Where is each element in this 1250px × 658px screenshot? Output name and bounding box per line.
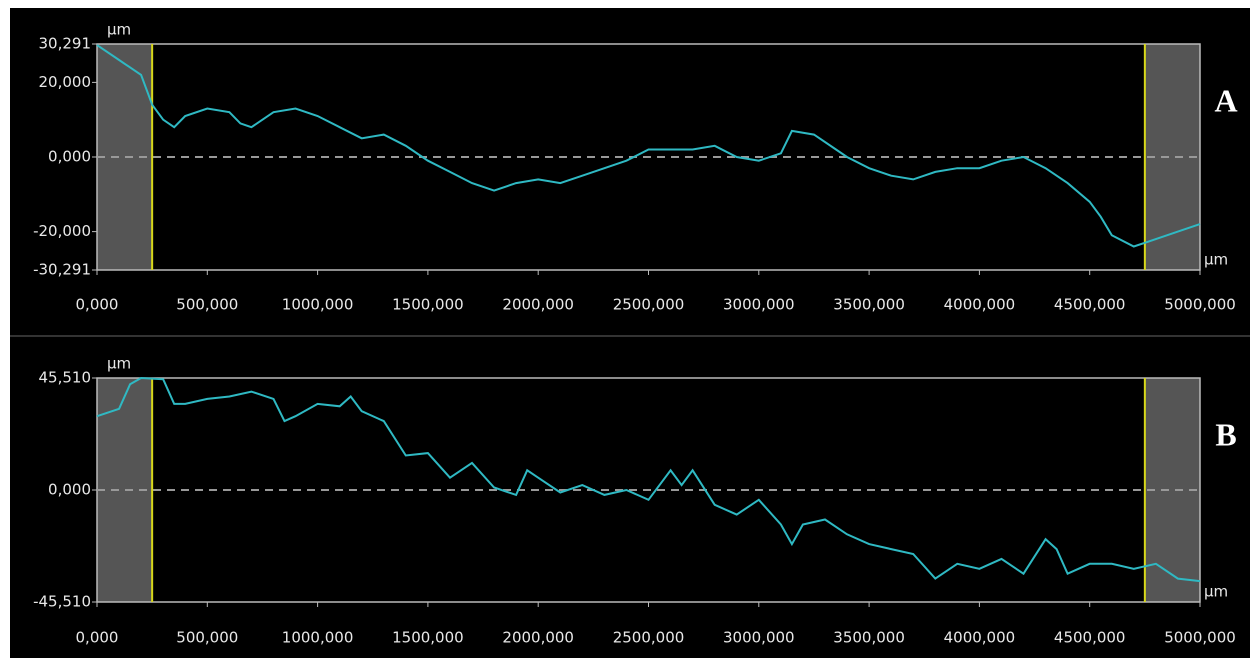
x-tick-label: 2000,000 xyxy=(502,629,574,647)
panel-label: A xyxy=(1214,82,1237,118)
x-tick-label: 3000,000 xyxy=(723,296,795,314)
x-tick-label: 5000,000 xyxy=(1164,629,1236,647)
x-tick-label: 4000,000 xyxy=(944,629,1016,647)
x-tick-label: 2500,000 xyxy=(613,296,685,314)
panel-label: B xyxy=(1215,416,1236,452)
x-tick-label: 500,000 xyxy=(176,629,238,647)
y-tick-label: 0,000 xyxy=(48,148,91,166)
background xyxy=(10,8,1250,658)
x-tick-label: 4500,000 xyxy=(1054,629,1126,647)
y-tick-label: -30,291 xyxy=(33,261,91,279)
unit-label: µm xyxy=(107,355,131,373)
unit-label: µm xyxy=(1204,251,1228,269)
x-tick-label: 4000,000 xyxy=(944,296,1016,314)
x-tick-label: 3000,000 xyxy=(723,629,795,647)
unit-label: µm xyxy=(107,21,131,39)
x-tick-label: 2000,000 xyxy=(502,296,574,314)
x-tick-label: 5000,000 xyxy=(1164,296,1236,314)
x-tick-label: 1000,000 xyxy=(282,296,354,314)
x-tick-label: 0,000 xyxy=(76,629,119,647)
x-tick-label: 1500,000 xyxy=(392,629,464,647)
y-tick-label: 45,510 xyxy=(39,369,92,387)
x-tick-label: 3500,000 xyxy=(833,296,905,314)
x-tick-label: 1500,000 xyxy=(392,296,464,314)
x-tick-label: 3500,000 xyxy=(833,629,905,647)
y-tick-label: 30,291 xyxy=(39,35,92,53)
x-tick-label: 2500,000 xyxy=(613,629,685,647)
y-tick-label: 0,000 xyxy=(48,481,91,499)
x-tick-label: 500,000 xyxy=(176,296,238,314)
x-tick-label: 4500,000 xyxy=(1054,296,1126,314)
x-tick-label: 1000,000 xyxy=(282,629,354,647)
profile-line xyxy=(96,44,1201,248)
y-tick-label: -20,000 xyxy=(33,222,91,240)
y-tick-label: 20,000 xyxy=(39,73,92,91)
profile-line xyxy=(96,376,1201,583)
x-tick-label: 0,000 xyxy=(76,296,119,314)
unit-label: µm xyxy=(1204,583,1228,601)
y-tick-label: -45,510 xyxy=(33,593,91,611)
